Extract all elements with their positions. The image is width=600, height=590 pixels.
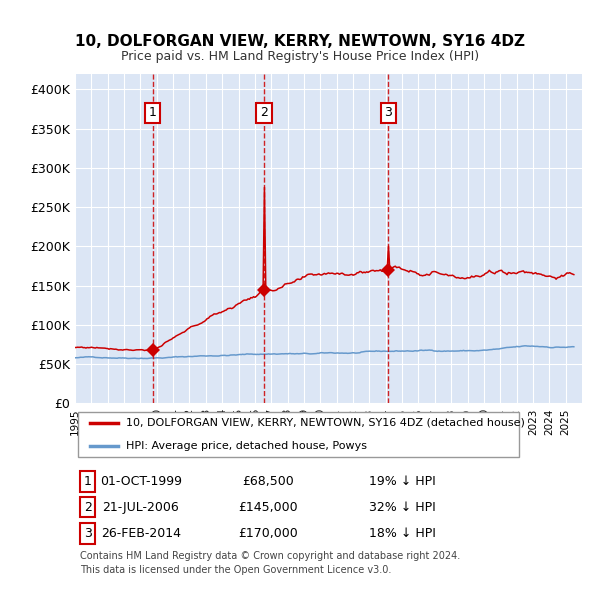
Text: 3: 3	[84, 527, 92, 540]
Text: 21-JUL-2006: 21-JUL-2006	[103, 500, 179, 513]
Text: 3: 3	[384, 106, 392, 120]
Text: £145,000: £145,000	[238, 500, 298, 513]
Text: 01-OCT-1999: 01-OCT-1999	[100, 475, 182, 488]
Text: 32% ↓ HPI: 32% ↓ HPI	[369, 500, 436, 513]
Text: HPI: Average price, detached house, Powys: HPI: Average price, detached house, Powy…	[126, 441, 367, 451]
Text: 26-FEB-2014: 26-FEB-2014	[101, 527, 181, 540]
Text: 2: 2	[84, 500, 92, 513]
Text: 18% ↓ HPI: 18% ↓ HPI	[369, 527, 436, 540]
Text: £170,000: £170,000	[238, 527, 298, 540]
Text: Price paid vs. HM Land Registry's House Price Index (HPI): Price paid vs. HM Land Registry's House …	[121, 50, 479, 63]
Text: Contains HM Land Registry data © Crown copyright and database right 2024.: Contains HM Land Registry data © Crown c…	[80, 551, 460, 561]
Text: 10, DOLFORGAN VIEW, KERRY, NEWTOWN, SY16 4DZ: 10, DOLFORGAN VIEW, KERRY, NEWTOWN, SY16…	[75, 34, 525, 49]
FancyBboxPatch shape	[77, 412, 518, 457]
Text: 10, DOLFORGAN VIEW, KERRY, NEWTOWN, SY16 4DZ (detached house): 10, DOLFORGAN VIEW, KERRY, NEWTOWN, SY16…	[126, 418, 524, 428]
Text: This data is licensed under the Open Government Licence v3.0.: This data is licensed under the Open Gov…	[80, 565, 391, 575]
Text: 1: 1	[149, 106, 157, 120]
Text: 19% ↓ HPI: 19% ↓ HPI	[369, 475, 436, 488]
Text: 2: 2	[260, 106, 268, 120]
Text: £68,500: £68,500	[242, 475, 293, 488]
Text: 1: 1	[84, 475, 92, 488]
